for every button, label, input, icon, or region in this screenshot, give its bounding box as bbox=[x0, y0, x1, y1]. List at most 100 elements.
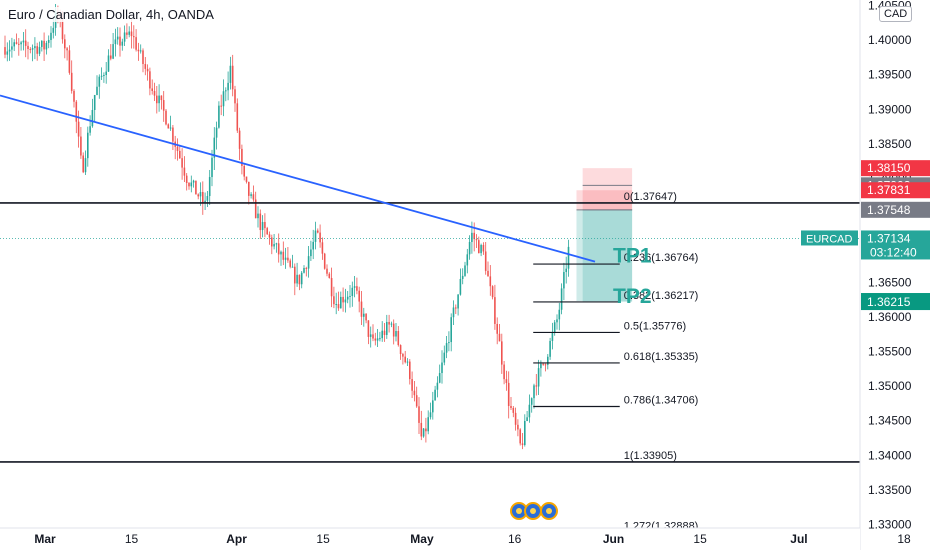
price-label-bg bbox=[861, 160, 930, 177]
candle-body bbox=[4, 47, 6, 55]
fibonacci-layer[interactable]: 0(1.37647) 0.236(1.36764) 0.382(1.36217) 0.… bbox=[533, 191, 699, 533]
candle-body bbox=[220, 105, 222, 107]
candle-body bbox=[294, 266, 296, 284]
candle-body bbox=[351, 287, 354, 297]
price-label-bg bbox=[861, 201, 930, 218]
event-marker-dot bbox=[546, 508, 552, 514]
candle-body bbox=[330, 277, 333, 297]
candle-body bbox=[303, 267, 305, 273]
candle-body bbox=[326, 268, 328, 274]
candle-body bbox=[93, 94, 96, 110]
candle-body bbox=[507, 382, 510, 406]
candle-body bbox=[20, 42, 22, 45]
candle-body bbox=[521, 443, 524, 445]
candle-body bbox=[466, 254, 469, 266]
candle-body bbox=[468, 241, 471, 255]
candle-body bbox=[560, 288, 563, 310]
candle-body bbox=[487, 270, 489, 277]
last-price-label-bg bbox=[861, 230, 930, 260]
candle-body bbox=[549, 340, 551, 357]
candle-body bbox=[208, 177, 211, 197]
candle-body bbox=[494, 297, 496, 324]
price-label: 1.36215 bbox=[867, 295, 911, 309]
last-price-label: 1.37134 bbox=[867, 231, 911, 245]
trendline-layer[interactable] bbox=[0, 94, 596, 263]
candle-body bbox=[478, 240, 480, 254]
candle-body bbox=[540, 363, 542, 369]
candle-body bbox=[114, 39, 117, 45]
annotations-layer: TP1 TP2 bbox=[613, 244, 652, 308]
candle-body bbox=[314, 230, 317, 242]
candle-body bbox=[524, 421, 526, 445]
candle-body bbox=[202, 192, 204, 203]
candle-body bbox=[271, 237, 273, 247]
stop-zone[interactable] bbox=[576, 190, 633, 210]
currency-badge[interactable]: CAD bbox=[879, 6, 913, 22]
candle-body bbox=[105, 71, 107, 76]
fib-level-label: 0.5(1.35776) bbox=[624, 320, 686, 332]
candle-body bbox=[137, 49, 140, 52]
candle-body bbox=[367, 320, 370, 337]
candle-body bbox=[24, 40, 27, 46]
candle-body bbox=[153, 90, 156, 96]
candle-body bbox=[234, 89, 236, 104]
fib-level-label: 0.382(1.36217) bbox=[624, 290, 699, 302]
candle-body bbox=[61, 18, 64, 40]
time-axis-tick: 16 bbox=[508, 532, 522, 546]
fib-level-label: 0(1.37647) bbox=[624, 191, 677, 203]
candle-body bbox=[358, 290, 360, 302]
price-axis-tick: 1.33000 bbox=[868, 518, 912, 532]
candle-body bbox=[321, 242, 324, 254]
levels-layer[interactable] bbox=[0, 202, 860, 463]
candle-body bbox=[195, 180, 197, 195]
price-axis-tick: 1.36000 bbox=[868, 310, 912, 324]
candle-body bbox=[273, 244, 275, 247]
candle-body bbox=[128, 31, 130, 35]
candle-body bbox=[225, 90, 227, 92]
candle-body bbox=[8, 49, 11, 52]
candle-body bbox=[215, 127, 218, 138]
candle-body bbox=[275, 243, 278, 245]
candle-body bbox=[252, 194, 255, 200]
candle-body bbox=[77, 121, 80, 137]
candle-body bbox=[533, 385, 535, 399]
candle-body bbox=[149, 71, 151, 89]
target-zone[interactable] bbox=[582, 209, 633, 303]
candle-body bbox=[452, 307, 455, 318]
candle-body bbox=[213, 137, 216, 158]
trendline[interactable] bbox=[0, 94, 596, 263]
candle-body bbox=[480, 244, 482, 254]
candle-body bbox=[363, 313, 365, 317]
candle-body bbox=[517, 424, 519, 430]
fib-level-label: 0.786(1.34706) bbox=[624, 394, 699, 406]
events-layer[interactable] bbox=[510, 502, 558, 520]
candle-body bbox=[245, 176, 248, 182]
candle-body bbox=[43, 40, 45, 50]
target-annotation: TP1 bbox=[613, 244, 652, 267]
candle-body bbox=[158, 95, 160, 104]
candle-body bbox=[501, 341, 503, 365]
candle-body bbox=[284, 257, 287, 260]
fib-level-label: 0.618(1.35335) bbox=[624, 351, 699, 363]
candle-body bbox=[553, 322, 556, 333]
candle-body bbox=[298, 274, 301, 285]
candle-body bbox=[151, 88, 153, 91]
target-zone[interactable] bbox=[576, 209, 633, 302]
candle-body bbox=[482, 244, 485, 252]
time-axis-tick: 15 bbox=[693, 532, 707, 546]
candle-body bbox=[429, 412, 432, 418]
event-marker-dot bbox=[516, 508, 522, 514]
candle-body bbox=[537, 368, 540, 387]
candle-body bbox=[287, 257, 289, 261]
price-axis-tick: 1.35500 bbox=[868, 345, 912, 359]
candle-body bbox=[383, 330, 386, 335]
candle-body bbox=[379, 338, 381, 340]
candle-body bbox=[100, 75, 103, 77]
positions-layer[interactable] bbox=[576, 168, 633, 303]
candle-body bbox=[558, 309, 561, 320]
candle-body bbox=[167, 124, 170, 129]
candle-body bbox=[319, 232, 321, 243]
candle-body bbox=[277, 243, 280, 255]
